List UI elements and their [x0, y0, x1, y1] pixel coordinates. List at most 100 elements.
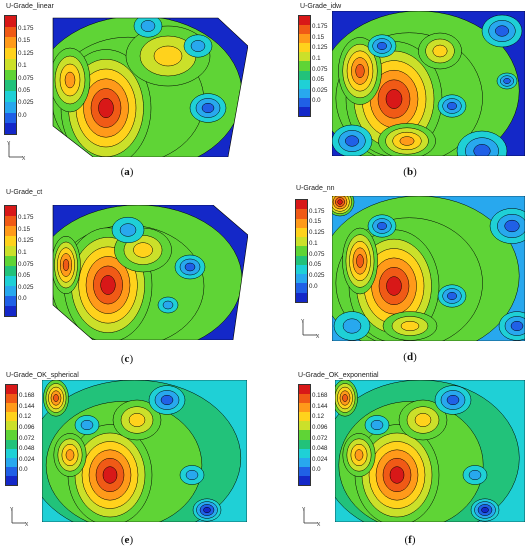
colorbar-tick-label: 0.0	[312, 466, 321, 474]
panel-title: U-Grade_OK_spherical	[6, 372, 79, 379]
panel-title: U-Grade_linear	[6, 3, 54, 10]
colorbar-swatch	[296, 264, 307, 275]
xy-axis-icon: YX	[302, 507, 321, 528]
colorbar-swatch	[299, 43, 310, 53]
colorbar-swatch	[6, 439, 17, 449]
colorbar-tick-label: 0.12	[19, 413, 32, 421]
contour-svg	[48, 16, 248, 157]
colorbar-swatch	[299, 421, 310, 431]
colorbar-swatch	[6, 385, 17, 395]
colorbar-swatch	[299, 385, 310, 395]
colorbar-swatch	[5, 69, 16, 81]
colorbar	[298, 15, 311, 117]
panel-d: U-Grade_nn 0.175 0.15 0.125 0.1 0.075 0.05 0.0…	[262, 185, 525, 370]
colorbar-swatch	[296, 237, 307, 247]
contour-map	[335, 380, 525, 522]
contour-svg	[42, 380, 247, 522]
colorbar-tick-label: 0.05	[18, 87, 31, 95]
contour-map	[332, 11, 525, 156]
colorbar-tick-label: 0.144	[19, 402, 35, 410]
colorbar-tick-label: 0.025	[18, 99, 34, 107]
caption-e: (e)	[120, 534, 134, 546]
colorbar-tick-label: 0.075	[18, 74, 34, 82]
colorbar-tick-label: 0.15	[18, 37, 31, 45]
xy-axis-icon: YX	[301, 319, 320, 340]
colorbar	[5, 384, 18, 486]
colorbar-swatch	[299, 403, 310, 413]
colorbar-tick-label: 0.175	[312, 23, 328, 31]
colorbar-tick-label: 0.12	[312, 413, 325, 421]
contour-svg	[335, 380, 525, 522]
panel-a: U-Grade_linear 0.175 0.15 0.125 0.1 0.075 0.0…	[0, 0, 262, 185]
svg-text:Y: Y	[7, 141, 11, 147]
colorbar-ticks: 0.175 0.15 0.125 0.1 0.075 0.05 0.025 0.0	[312, 15, 340, 115]
colorbar-swatch	[296, 227, 307, 238]
panel-title: U-Grade_ct	[6, 189, 43, 196]
xy-axis-icon: YX	[7, 141, 26, 162]
colorbar-swatch	[5, 286, 16, 296]
colorbar-tick-label: 0.125	[312, 44, 328, 52]
colorbar-swatch	[5, 80, 16, 92]
colorbar-swatch	[296, 209, 307, 219]
colorbar-tick-label: 0.05	[309, 261, 322, 269]
colorbar-tick-label: 0.075	[309, 250, 325, 258]
colorbar-swatch	[299, 412, 310, 422]
xy-axis-icon: YX	[10, 507, 29, 528]
colorbar-swatch	[299, 52, 310, 62]
contour-svg	[332, 196, 525, 341]
panel-f: U-Grade_OK_exponential 0.168 0.144 0.12 0.0…	[262, 370, 525, 550]
contour-map	[48, 205, 248, 340]
colorbar-tick-label: 0.024	[312, 455, 328, 463]
colorbar-tick-label: 0.15	[309, 218, 322, 226]
colorbar-swatch	[299, 448, 310, 458]
colorbar-tick-label: 0.025	[18, 283, 34, 291]
colorbar-swatch	[299, 88, 310, 98]
colorbar-swatch	[299, 61, 310, 71]
colorbar-swatch	[5, 16, 16, 27]
caption-a: (a)	[120, 166, 134, 178]
colorbar-tick-label: 0.072	[312, 434, 328, 442]
caption-f: (f)	[404, 534, 416, 546]
colorbar-tick-label: 0.048	[19, 445, 35, 453]
colorbar-tick-label: 0.1	[18, 62, 27, 70]
colorbar-tick-label: 0.125	[18, 49, 34, 57]
colorbar-tick-label: 0.0	[18, 295, 27, 303]
panel-title: U-Grade_OK_exponential	[298, 372, 379, 379]
colorbar-ticks: 0.168 0.144 0.12 0.096 0.072 0.048 0.024 0.0	[312, 384, 340, 484]
panel-title: U-Grade_idw	[300, 3, 342, 10]
colorbar-swatch	[5, 306, 16, 316]
colorbar-ticks: 0.168 0.144 0.12 0.096 0.072 0.048 0.024 0.0	[19, 384, 47, 484]
colorbar-tick-label: 0.0	[309, 282, 318, 290]
colorbar-tick-label: 0.125	[18, 237, 34, 245]
colorbar-tick-label: 0.168	[312, 392, 328, 400]
colorbar	[298, 384, 311, 486]
colorbar-swatch	[5, 91, 16, 102]
colorbar-swatch	[296, 218, 307, 228]
colorbar-tick-label: 0.075	[312, 65, 328, 73]
colorbar-swatch	[299, 79, 310, 89]
colorbar-tick-label: 0.144	[312, 402, 328, 410]
colorbar-swatch	[5, 123, 16, 135]
caption-c: (c)	[120, 353, 134, 365]
colorbar-swatch	[5, 266, 16, 276]
svg-text:Y: Y	[302, 507, 306, 513]
colorbar-swatch	[6, 457, 17, 467]
colorbar-swatch	[296, 283, 307, 293]
colorbar-swatch	[5, 226, 16, 236]
colorbar-tick-label: 0.05	[312, 76, 325, 84]
colorbar-swatch	[299, 439, 310, 449]
colorbar-swatch	[6, 475, 17, 486]
panel-e: U-Grade_OK_spherical 0.168 0.144 0.12 0.096…	[0, 370, 262, 550]
colorbar-tick-label: 0.1	[18, 249, 27, 256]
colorbar-tick-label: 0.175	[18, 24, 34, 32]
colorbar-swatch	[299, 70, 310, 80]
colorbar-tick-label: 0.096	[19, 424, 35, 431]
colorbar-swatch	[296, 255, 307, 265]
colorbar-swatch	[6, 412, 17, 422]
colorbar-swatch	[299, 394, 310, 404]
colorbar-tick-label: 0.024	[19, 455, 35, 463]
svg-text:Y: Y	[301, 319, 305, 325]
